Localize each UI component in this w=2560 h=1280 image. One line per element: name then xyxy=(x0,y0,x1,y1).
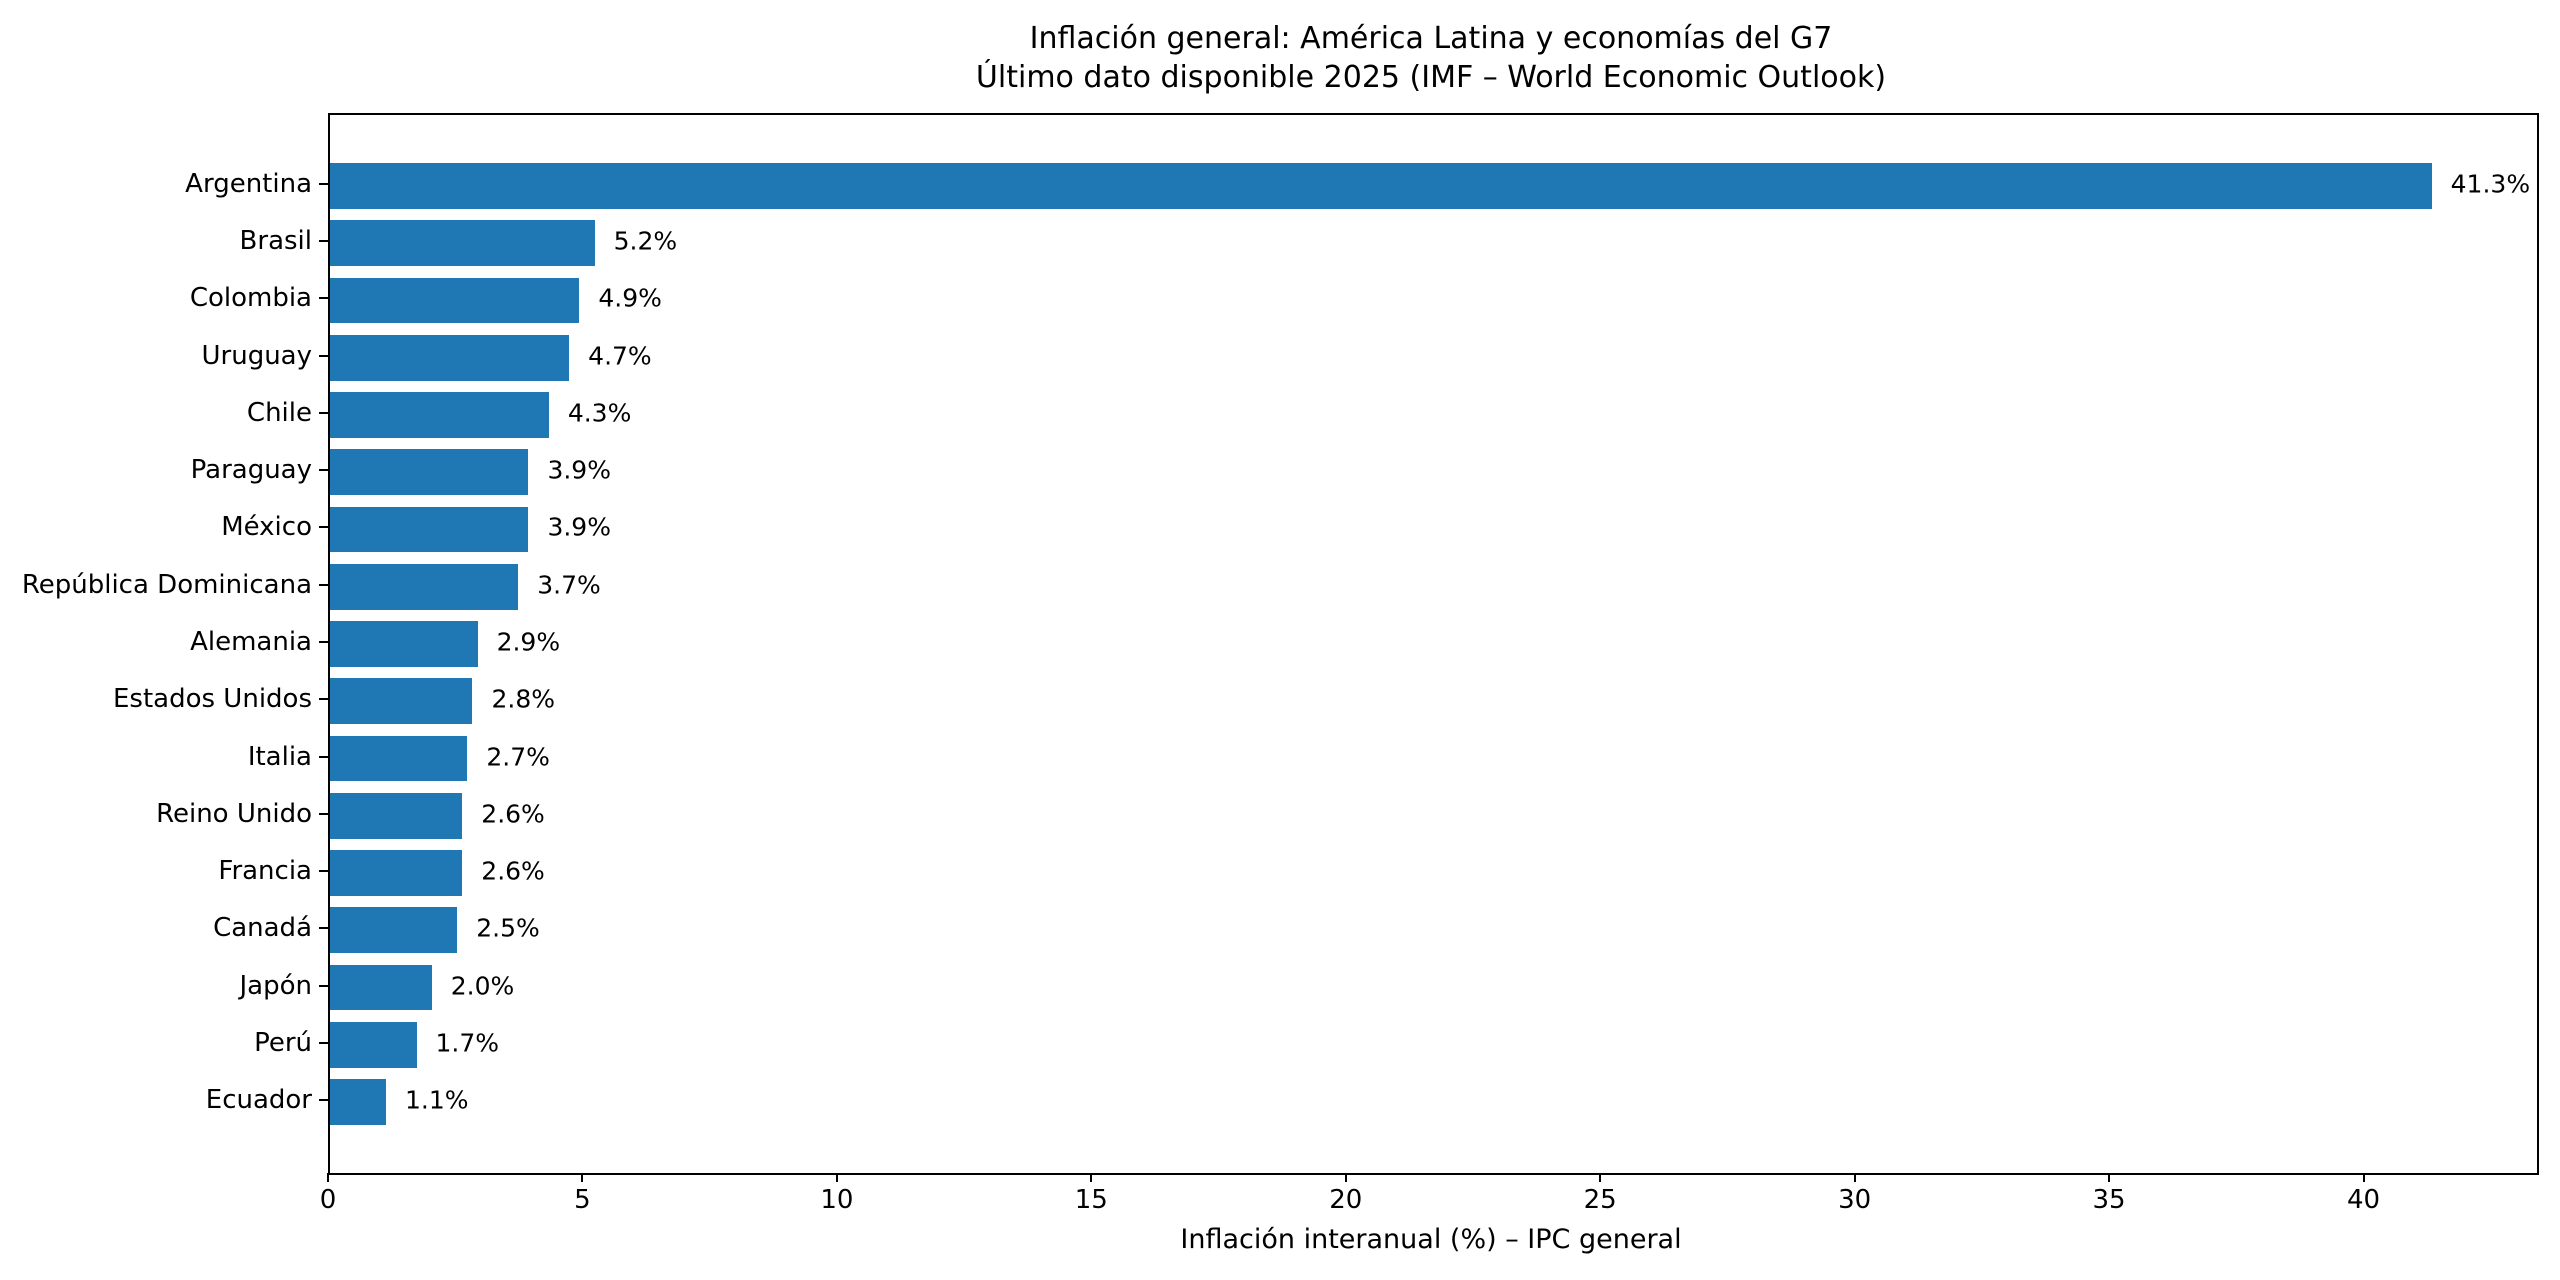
y-tick-label-uruguay: Uruguay xyxy=(201,340,313,371)
bar-peru xyxy=(330,1021,417,1068)
value-label-japon: 2.0% xyxy=(450,971,515,1000)
y-tick-mark xyxy=(319,469,328,472)
bar-colombia xyxy=(330,277,580,324)
value-label-uruguay: 4.7% xyxy=(588,341,652,371)
y-tick-label-japon: Japón xyxy=(239,970,313,1001)
value-label-canada: 2.5% xyxy=(476,913,540,943)
x-tick-label-35: 35 xyxy=(2092,1185,2126,1215)
x-tick-mark xyxy=(2108,1173,2111,1182)
value-label-reino-unido: 2.6% xyxy=(481,799,545,829)
y-tick-mark xyxy=(319,755,328,758)
bar-uruguay xyxy=(330,334,570,381)
y-tick-label-estados-unidos: Estados Unidos xyxy=(112,684,312,715)
value-label-alemania: 2.9% xyxy=(496,627,561,657)
y-tick-label-paraguay: Paraguay xyxy=(190,455,312,486)
y-tick-mark xyxy=(319,927,328,930)
y-tick-label-colombia: Colombia xyxy=(189,283,312,314)
y-tick-mark xyxy=(319,641,328,643)
value-label-francia: 2.6% xyxy=(481,856,545,886)
y-tick-mark xyxy=(319,354,328,357)
y-tick-mark xyxy=(319,411,328,414)
bar-mexico xyxy=(330,506,529,553)
x-tick-mark xyxy=(1090,1173,1093,1182)
x-axis-label: Inflación interanual (%) – IPC general xyxy=(1180,1224,1682,1255)
x-tick-label-30: 30 xyxy=(1838,1185,1872,1215)
bar-canada xyxy=(330,907,458,954)
chart-title: Inflación general: América Latina y econ… xyxy=(1029,21,1833,56)
y-tick-label-republica-dominicana: República Dominicana xyxy=(21,569,312,600)
plot-area xyxy=(328,113,2539,1175)
x-tick-mark xyxy=(835,1173,838,1182)
bar-japon xyxy=(330,964,432,1011)
value-label-paraguay: 3.9% xyxy=(547,455,611,485)
bar-estados-unidos xyxy=(330,678,473,725)
value-label-brasil: 5.2% xyxy=(613,226,678,256)
x-tick-mark xyxy=(327,1173,329,1182)
bar-republica-dominicana xyxy=(330,563,519,610)
x-tick-label-5: 5 xyxy=(574,1185,591,1215)
y-tick-mark xyxy=(319,297,328,300)
bar-francia xyxy=(330,850,463,896)
bar-argentina xyxy=(330,163,2432,209)
x-tick-label-0: 0 xyxy=(319,1185,337,1215)
bar-reino-unido xyxy=(330,792,463,839)
value-label-mexico: 3.9% xyxy=(547,512,611,542)
bar-ecuador xyxy=(330,1079,386,1125)
chart-subtitle: Último dato disponible 2025 (IMF – World… xyxy=(975,60,1887,95)
x-tick-mark xyxy=(581,1173,584,1182)
y-tick-label-alemania: Alemania xyxy=(190,627,312,657)
x-tick-label-25: 25 xyxy=(1583,1185,1617,1215)
y-tick-mark xyxy=(319,1099,328,1101)
bar-alemania xyxy=(330,621,478,667)
bar-brasil xyxy=(330,220,595,267)
y-tick-label-chile: Chile xyxy=(246,397,312,428)
y-tick-label-reino-unido: Reino Unido xyxy=(156,798,312,829)
bar-chile xyxy=(330,392,549,438)
y-tick-mark xyxy=(319,583,328,586)
y-tick-mark xyxy=(319,698,328,701)
bar-italia xyxy=(330,735,468,782)
value-label-ecuador: 1.1% xyxy=(404,1085,469,1115)
y-tick-label-argentina: Argentina xyxy=(185,168,312,199)
x-tick-mark xyxy=(1344,1173,1347,1182)
y-tick-mark xyxy=(319,240,328,243)
y-tick-mark xyxy=(319,870,328,872)
value-label-estados-unidos: 2.8% xyxy=(491,684,555,714)
x-tick-label-15: 15 xyxy=(1074,1185,1108,1215)
x-tick-mark xyxy=(2362,1173,2365,1182)
x-tick-mark xyxy=(1853,1173,1856,1182)
y-tick-label-mexico: México xyxy=(221,512,312,543)
bar-paraguay xyxy=(330,449,529,496)
value-label-argentina: 41.3% xyxy=(2450,169,2531,199)
y-tick-mark xyxy=(319,984,328,987)
value-label-italia: 2.7% xyxy=(486,742,550,771)
y-tick-label-ecuador: Ecuador xyxy=(205,1085,312,1115)
value-label-colombia: 4.9% xyxy=(598,283,662,313)
value-label-peru: 1.7% xyxy=(435,1028,500,1058)
y-tick-label-italia: Italia xyxy=(247,741,312,772)
value-label-chile: 4.3% xyxy=(567,398,632,428)
x-tick-label-10: 10 xyxy=(820,1185,854,1215)
y-tick-label-brasil: Brasil xyxy=(239,226,312,257)
y-tick-mark xyxy=(319,182,328,185)
value-label-republica-dominicana: 3.7% xyxy=(537,570,601,600)
x-tick-label-20: 20 xyxy=(1329,1185,1363,1215)
x-tick-mark xyxy=(1599,1173,1602,1182)
y-tick-mark xyxy=(319,1041,328,1044)
x-tick-label-40: 40 xyxy=(2346,1185,2381,1215)
y-tick-label-francia: Francia xyxy=(218,856,312,886)
y-tick-mark xyxy=(319,526,328,529)
y-tick-label-canada: Canadá xyxy=(213,913,312,944)
y-tick-mark xyxy=(319,812,328,815)
y-tick-label-peru: Perú xyxy=(254,1027,312,1058)
